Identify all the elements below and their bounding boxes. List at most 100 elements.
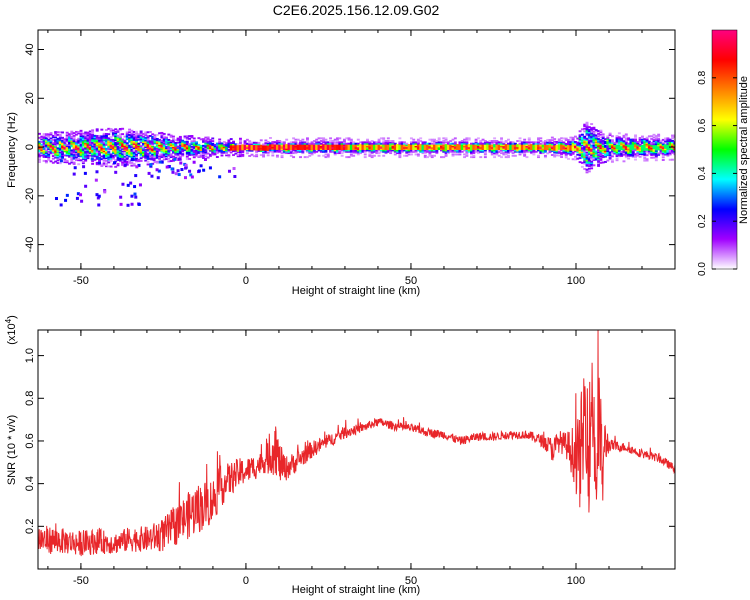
heatmap-cell bbox=[342, 138, 346, 141]
heatmap-cell bbox=[68, 142, 71, 145]
heatmap-cell bbox=[504, 156, 508, 159]
heatmap-cell bbox=[225, 144, 229, 147]
heatmap-cell bbox=[483, 148, 487, 151]
heatmap-cell bbox=[444, 145, 448, 148]
heatmap-cell bbox=[107, 157, 111, 160]
spectrogram-y-tick-label: -40 bbox=[24, 237, 36, 253]
heatmap-cell bbox=[172, 142, 175, 145]
heatmap-cell bbox=[239, 139, 242, 142]
heatmap-cell bbox=[530, 152, 534, 155]
heatmap-cell bbox=[599, 161, 603, 164]
heatmap-cell bbox=[93, 156, 97, 159]
heatmap-cell bbox=[553, 147, 557, 150]
heatmap-cell bbox=[597, 151, 601, 154]
heatmap-cell bbox=[275, 142, 279, 145]
heatmap-cell bbox=[47, 150, 51, 153]
heatmap-cell bbox=[557, 147, 561, 150]
heatmap-cell bbox=[486, 141, 490, 144]
heatmap-cell bbox=[144, 139, 148, 142]
heatmap-cell bbox=[352, 150, 356, 153]
heatmap-cell bbox=[56, 148, 60, 151]
heatmap-cell bbox=[229, 138, 233, 141]
heatmap-cell bbox=[312, 140, 316, 142]
heatmap-cell bbox=[169, 156, 173, 159]
heatmap-cell bbox=[42, 137, 46, 140]
heatmap-cell bbox=[211, 142, 215, 145]
heatmap-cell bbox=[403, 142, 406, 145]
heatmap-cell bbox=[172, 143, 175, 146]
heatmap-cell bbox=[664, 145, 668, 148]
heatmap-cell bbox=[130, 129, 134, 132]
heatmap-cell bbox=[227, 140, 231, 143]
heatmap-cell bbox=[354, 150, 358, 153]
heatmap-cell bbox=[148, 140, 152, 143]
heatmap-cell bbox=[47, 140, 51, 143]
heatmap-cell bbox=[451, 138, 455, 141]
heatmap-cell bbox=[155, 152, 159, 155]
heatmap-cell bbox=[606, 151, 610, 154]
heatmap-cell bbox=[405, 144, 409, 147]
heatmap-cell bbox=[423, 141, 427, 144]
heatmap-cell bbox=[165, 143, 168, 146]
heatmap-cell bbox=[440, 141, 443, 144]
heatmap-cell bbox=[356, 142, 360, 145]
heatmap-cell bbox=[370, 152, 374, 155]
heatmap-cell bbox=[654, 135, 658, 138]
heatmap-cell bbox=[306, 148, 309, 151]
heatmap-cell bbox=[585, 157, 589, 160]
heatmap-cell bbox=[368, 149, 372, 152]
heatmap-cell bbox=[608, 158, 612, 161]
heatmap-cell bbox=[391, 141, 395, 144]
heatmap-cell bbox=[125, 146, 129, 149]
heatmap-cell bbox=[363, 148, 367, 151]
heatmap-cell bbox=[597, 164, 601, 167]
heatmap-cell bbox=[336, 138, 339, 141]
heatmap-cell bbox=[125, 147, 129, 150]
heatmap-cell bbox=[233, 175, 237, 179]
heatmap-cell bbox=[523, 141, 527, 144]
heatmap-cell bbox=[472, 152, 476, 155]
heatmap-cell bbox=[631, 145, 635, 148]
heatmap-cell bbox=[65, 141, 69, 144]
heatmap-cell bbox=[132, 148, 136, 151]
heatmap-cell bbox=[114, 148, 118, 151]
heatmap-cell bbox=[44, 146, 48, 149]
heatmap-cell bbox=[375, 142, 379, 145]
heatmap-cell bbox=[379, 150, 383, 153]
heatmap-cell bbox=[433, 140, 436, 142]
heatmap-cell bbox=[95, 156, 99, 159]
heatmap-cell bbox=[356, 138, 360, 141]
heatmap-cell bbox=[310, 145, 314, 148]
colorbar-label: Normalized spectral amplitude bbox=[738, 76, 750, 224]
heatmap-cell bbox=[208, 140, 212, 143]
heatmap-cell bbox=[93, 153, 97, 156]
heatmap-cell bbox=[338, 141, 342, 144]
heatmap-cell bbox=[151, 154, 155, 157]
heatmap-cell bbox=[430, 156, 434, 159]
heatmap-cell bbox=[624, 153, 628, 156]
heatmap-cell bbox=[310, 144, 314, 147]
heatmap-cell bbox=[652, 152, 656, 155]
heatmap-cell bbox=[282, 150, 286, 153]
heatmap-cell bbox=[105, 135, 108, 138]
heatmap-cell bbox=[84, 152, 88, 155]
heatmap-cell bbox=[599, 139, 603, 142]
spectrogram-x-label: Height of straight line (km) bbox=[292, 285, 420, 297]
heatmap-cell bbox=[333, 148, 337, 151]
heatmap-cell bbox=[84, 138, 88, 141]
heatmap-cell bbox=[271, 141, 275, 144]
heatmap-cell bbox=[114, 144, 118, 147]
heatmap-cell bbox=[70, 137, 74, 140]
heatmap-cell bbox=[40, 141, 44, 143]
heatmap-cell bbox=[548, 148, 552, 151]
heatmap-cell bbox=[599, 131, 603, 133]
heatmap-cell bbox=[204, 147, 208, 150]
heatmap-cell bbox=[91, 162, 95, 165]
heatmap-cell bbox=[541, 141, 545, 144]
heatmap-cell bbox=[49, 141, 53, 144]
heatmap-cell bbox=[114, 143, 118, 146]
heatmap-cell bbox=[192, 142, 196, 145]
heatmap-cell bbox=[158, 141, 162, 144]
heatmap-cell bbox=[638, 137, 642, 139]
heatmap-cell bbox=[578, 157, 582, 160]
